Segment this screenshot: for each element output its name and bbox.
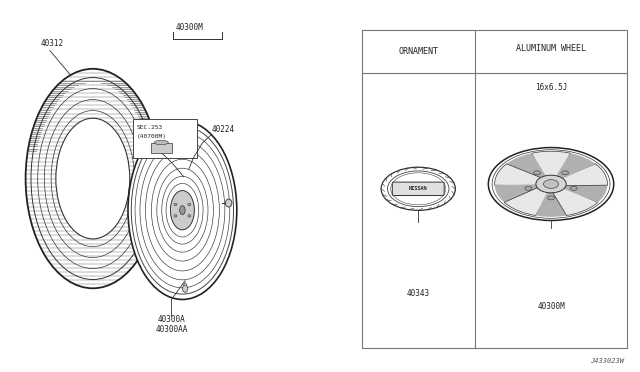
Circle shape — [570, 186, 577, 190]
Text: NISSAN: NISSAN — [409, 186, 428, 190]
Text: ORNAMENT: ORNAMENT — [398, 47, 438, 56]
Text: 40312: 40312 — [40, 39, 63, 48]
Polygon shape — [504, 187, 550, 215]
Circle shape — [543, 180, 559, 189]
Text: 40300M: 40300M — [176, 23, 204, 32]
Text: J433023W: J433023W — [590, 358, 624, 364]
Text: 40300A: 40300A — [157, 315, 186, 324]
Circle shape — [548, 196, 554, 200]
Text: 40300M: 40300M — [537, 302, 565, 311]
Circle shape — [561, 171, 568, 175]
Ellipse shape — [188, 215, 191, 217]
Polygon shape — [536, 192, 566, 217]
Ellipse shape — [182, 285, 188, 292]
Ellipse shape — [128, 121, 237, 299]
Polygon shape — [532, 151, 570, 177]
Circle shape — [536, 175, 566, 193]
Ellipse shape — [174, 215, 177, 217]
Polygon shape — [506, 153, 547, 179]
FancyBboxPatch shape — [392, 182, 444, 196]
Ellipse shape — [170, 190, 195, 230]
Polygon shape — [495, 184, 540, 202]
Ellipse shape — [180, 206, 185, 215]
Text: (40700M): (40700M) — [136, 134, 166, 140]
Circle shape — [388, 171, 449, 206]
Text: ALUMINUM WHEEL: ALUMINUM WHEEL — [516, 44, 586, 53]
Polygon shape — [556, 153, 596, 179]
Circle shape — [488, 148, 614, 221]
Ellipse shape — [26, 69, 160, 288]
Polygon shape — [552, 187, 598, 215]
Circle shape — [381, 167, 456, 210]
Text: 16x6.5J: 16x6.5J — [535, 83, 567, 92]
Text: 40224: 40224 — [211, 125, 234, 134]
Ellipse shape — [225, 199, 232, 207]
Text: 40343: 40343 — [406, 289, 430, 298]
Text: 40300AA: 40300AA — [156, 325, 188, 334]
Ellipse shape — [154, 140, 168, 145]
Circle shape — [534, 171, 541, 175]
Polygon shape — [495, 164, 542, 186]
Ellipse shape — [188, 203, 191, 206]
Bar — [151, 143, 172, 153]
Bar — [133, 119, 197, 158]
Polygon shape — [560, 164, 607, 186]
Text: SEC.253: SEC.253 — [136, 125, 163, 131]
Ellipse shape — [56, 118, 130, 239]
Ellipse shape — [174, 203, 177, 206]
Bar — [362, 30, 627, 348]
Circle shape — [525, 186, 532, 190]
Polygon shape — [563, 184, 607, 202]
